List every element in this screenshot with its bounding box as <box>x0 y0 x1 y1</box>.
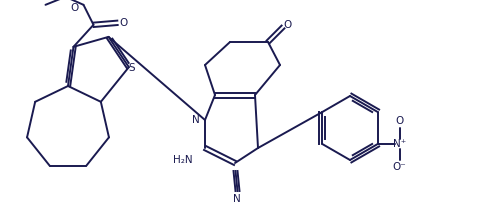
Text: S: S <box>128 63 135 73</box>
Text: O: O <box>70 3 79 13</box>
Text: O: O <box>284 20 292 30</box>
Text: N: N <box>233 194 241 204</box>
Text: H₂N: H₂N <box>173 155 193 165</box>
Text: O⁻: O⁻ <box>393 162 407 172</box>
Text: O: O <box>119 18 128 28</box>
Text: O: O <box>396 116 404 126</box>
Text: N: N <box>192 115 200 125</box>
Text: N⁺: N⁺ <box>393 139 406 149</box>
